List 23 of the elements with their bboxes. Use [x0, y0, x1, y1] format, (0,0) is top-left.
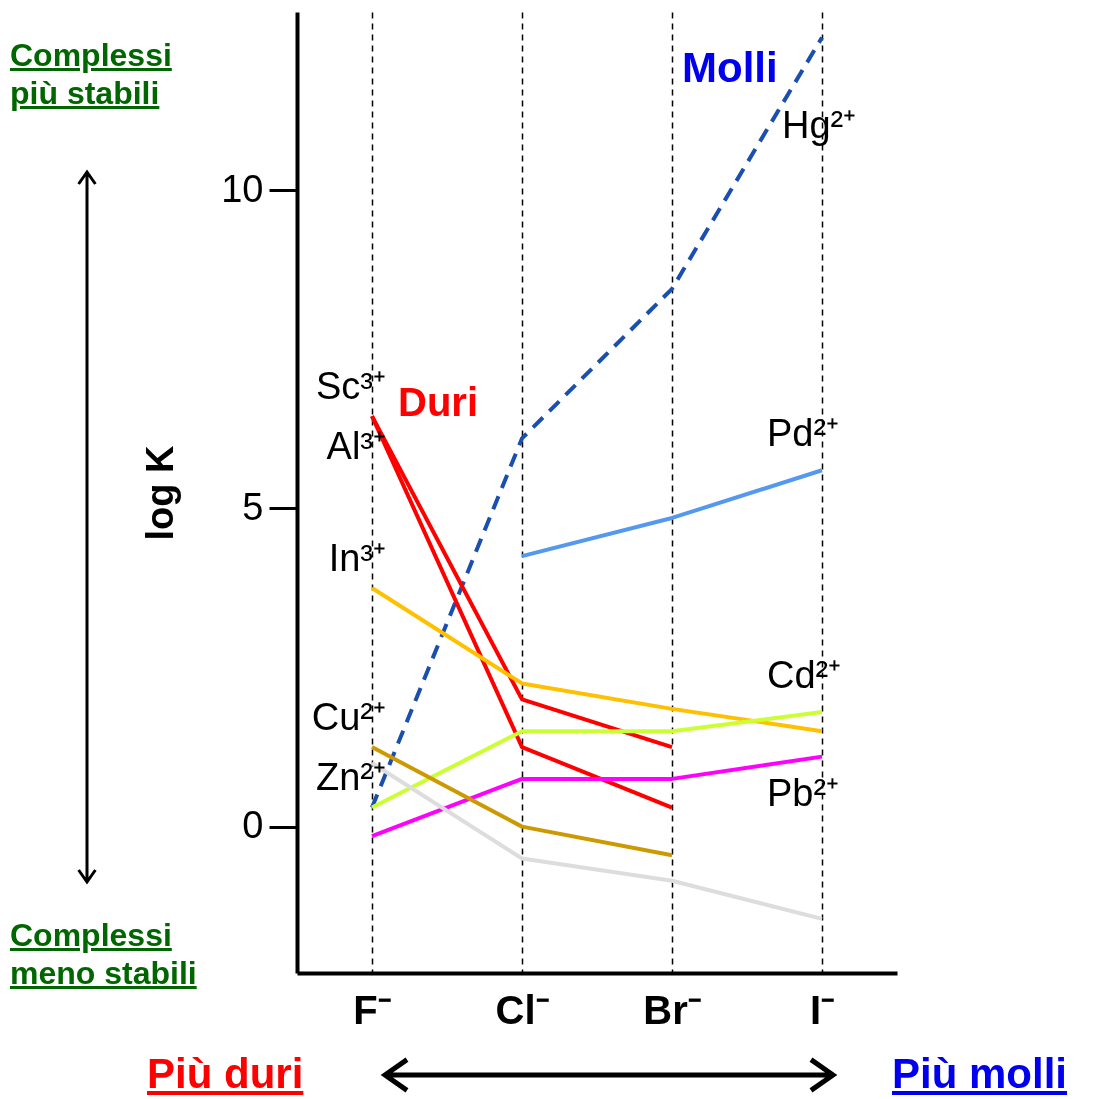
series-label: Pd²⁺ [767, 411, 840, 457]
y-tick-label: 10 [221, 167, 264, 210]
annotation: Molli [682, 44, 778, 92]
series-label: Sc³⁺ [316, 364, 386, 410]
text: Più molli [892, 1050, 1068, 1098]
y-tick-label: 0 [242, 804, 264, 847]
text: Più duri [147, 1050, 304, 1098]
y-axis-title: log K [139, 444, 182, 541]
series-label: Zn²⁺ [316, 755, 386, 801]
series-label: Cu²⁺ [311, 695, 386, 741]
text: Complessi meno stabili [10, 916, 198, 993]
x-tick-label: Br⁻ [643, 987, 702, 1032]
annotation: Duri [398, 380, 478, 425]
series-label: Al³⁺ [326, 424, 386, 470]
x-tick-label: F⁻ [353, 987, 392, 1032]
series-label: Pb²⁺ [767, 770, 840, 816]
text: Complessi più stabili [10, 36, 173, 113]
y-tick-label: 5 [242, 485, 264, 528]
series-label: Cd²⁺ [767, 653, 842, 699]
series-label: Hg²⁺ [782, 103, 857, 149]
series-label: In³⁺ [328, 535, 386, 581]
x-tick-label: Cl⁻ [495, 987, 550, 1032]
x-tick-label: I⁻ [809, 987, 836, 1032]
